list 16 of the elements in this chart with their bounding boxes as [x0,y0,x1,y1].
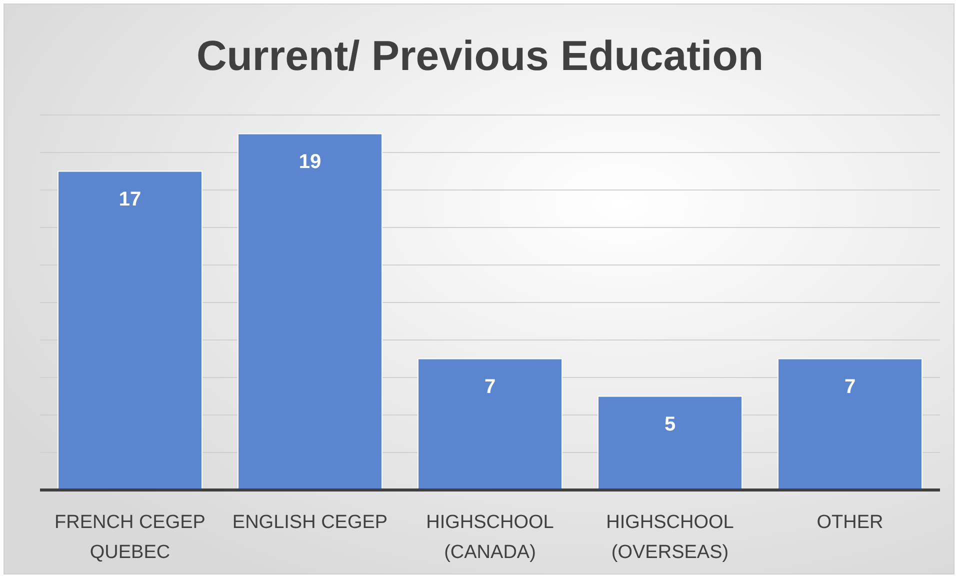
data-label: 17 [118,188,142,210]
bar [778,358,922,490]
x-tick-label: OTHER [816,512,884,533]
data-label: 19 [298,150,322,173]
data-label: 7 [484,376,496,398]
bar [598,396,742,490]
data-label: 5 [664,413,676,436]
bar [418,358,562,490]
bar [58,170,202,490]
bar [238,133,382,490]
data-label: 7 [844,376,856,398]
x-tick-label: HIGHSCHOOL (CANADA) [426,512,554,563]
x-tick-label: FRENCH CEGEP QUEBEC [54,512,206,563]
x-tick-label: ENGLISH CEGEP [232,512,388,533]
chart-title: Current/ Previous Education [196,32,764,79]
x-tick-label: HIGHSCHOOL (OVERSEAS) [606,512,734,563]
